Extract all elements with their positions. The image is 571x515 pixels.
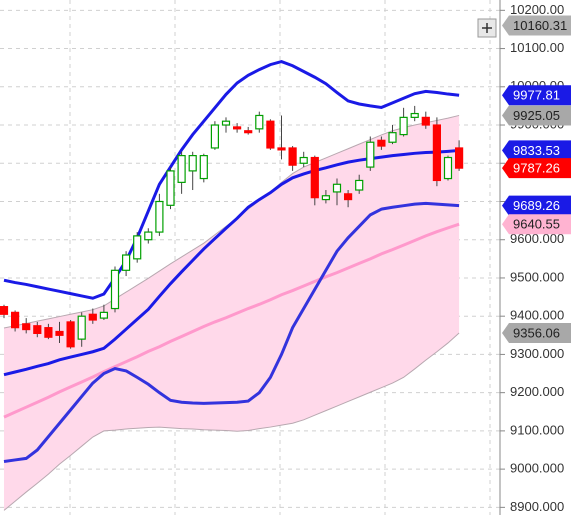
add-button[interactable] [477,18,497,38]
candle-body [199,155,208,180]
candle-body [88,313,97,321]
price-tags: 10160.31 9977.81 9925.05 9833.53 9787.26 9689… [502,15,571,343]
candle-body [410,112,419,118]
candle-body [177,155,186,183]
candle-body [33,325,42,334]
candle-body [0,306,9,315]
candle-body [355,179,364,191]
candle-body [210,124,219,149]
candle-body [255,114,264,130]
price-tag-label: 9833.53 [513,143,560,158]
candle-body [22,323,31,331]
y-tick-label: 9500.000 [510,269,564,284]
price-tag-label: 9925.05 [513,108,560,123]
candle-body [421,116,430,126]
price-tag [502,158,571,179]
price-tag-label: 9977.81 [513,88,560,103]
candle-body [332,183,342,193]
candle-body [66,321,75,348]
y-tick-label: 9100.000 [510,422,564,437]
candle-body [221,120,231,126]
y-tick-label: 10200.00 [510,2,564,17]
band-edge [3,332,460,511]
candle-body [110,269,120,310]
y-tick-label: 10100.00 [510,40,564,55]
candle-body [455,147,464,169]
price-tag [502,195,571,216]
price-tag [502,214,571,235]
candle-body [310,156,319,199]
candle-body [144,231,153,241]
indicator-line [3,201,460,463]
price-tag [502,105,571,126]
y-tick-label: 9300.000 [510,346,564,361]
candle-body [432,124,441,182]
candle-body [399,116,408,136]
price-tag [502,85,571,106]
candle-body [55,330,64,336]
y-tick-label: 9000.000 [510,461,564,476]
y-tick-label: 9600.000 [510,231,564,246]
candle-body [443,156,453,180]
price-tag-label: 9356.06 [513,325,560,340]
candle-body [244,130,253,134]
candle-body [166,170,175,206]
candle-body [344,193,353,201]
candle-body [155,200,164,233]
candle-body [44,327,53,338]
price-tag-label: 9787.26 [513,161,560,176]
candle-body [321,195,330,201]
indicator-line [3,59,460,300]
price-tag-label: 10160.31 [513,18,567,33]
indicator-line [3,148,460,377]
candle-body [388,132,397,143]
candle-body [11,311,20,329]
candle-body [188,155,197,172]
candle-body [233,126,242,130]
price-tag [502,15,571,36]
price-tag-label: 9640.55 [513,217,560,232]
band-fill [4,115,460,511]
candle-body [277,147,286,151]
candle-body [77,315,86,340]
candle-body [99,311,109,319]
candle-body [377,139,386,147]
indicator-line [3,222,460,419]
price-tag [502,140,571,161]
price-tag [502,322,571,343]
candle-body [366,141,375,168]
candle-body [121,254,131,271]
candle-body [288,147,297,166]
y-tick-label: 9200.000 [510,384,564,399]
y-tick-label: 8900.000 [510,499,564,514]
candle-body [133,235,142,260]
candle-body [266,120,275,149]
y-tick-label: 9400.000 [510,308,564,323]
price-tag-label: 9689.26 [513,198,560,213]
plot-area [0,59,464,511]
candle-body [299,156,308,164]
